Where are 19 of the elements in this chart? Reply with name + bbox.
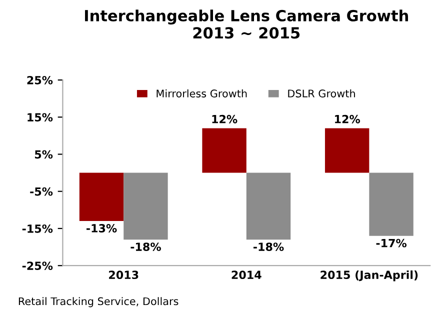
legend-label: Mirrorless Growth bbox=[156, 89, 247, 98]
data-label: -18% bbox=[130, 242, 161, 251]
y-tick-label: 25% bbox=[27, 76, 53, 84]
chart-title: Interchangeable Lens Camera Growth 2013 ~ 2015 bbox=[85, 10, 408, 39]
x-tick-label: 2015 (Jan-April) bbox=[320, 270, 418, 282]
y-tick-label: -5% bbox=[30, 187, 53, 196]
x-tick-label: 2014 bbox=[232, 270, 262, 280]
y-tick-label: -25% bbox=[22, 262, 53, 270]
data-label: -13% bbox=[86, 224, 117, 232]
y-tick-label: 15% bbox=[28, 113, 53, 122]
data-label: -18% bbox=[254, 242, 284, 251]
data-label: -17% bbox=[376, 238, 407, 248]
data-label: 12% bbox=[212, 114, 238, 124]
y-tick-label: -15% bbox=[22, 224, 53, 233]
legend-label: DSLR Growth bbox=[288, 89, 355, 98]
x-tick-label: 2013 bbox=[109, 270, 138, 280]
text: Retail Tracking Service, Dollars bbox=[18, 297, 178, 308]
y-tick-label: 5% bbox=[34, 150, 53, 159]
data-label: 12% bbox=[335, 114, 360, 124]
